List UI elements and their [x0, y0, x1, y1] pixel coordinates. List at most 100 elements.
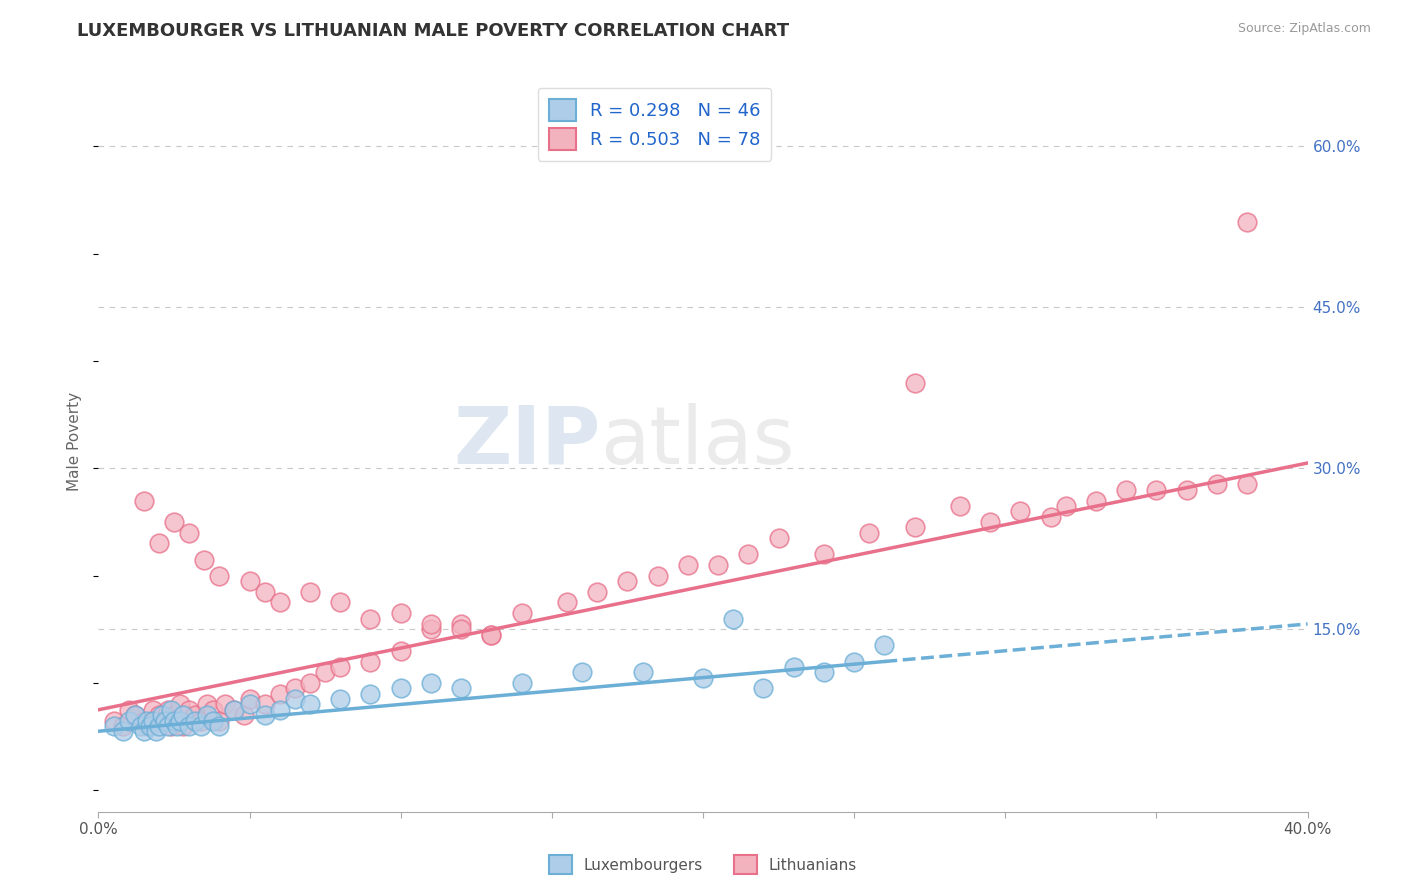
Point [103, 719, 125, 733]
Point [132, 724, 155, 739]
Point [169, 698, 191, 712]
Legend: Luxembourgers, Lithuanians: Luxembourgers, Lithuanians [543, 849, 863, 880]
Point [1236, 477, 1258, 491]
Point [148, 708, 170, 723]
Point [163, 515, 186, 529]
Point [166, 719, 188, 733]
Point [783, 660, 806, 674]
Point [253, 698, 276, 712]
Point [510, 606, 533, 620]
Point [510, 676, 533, 690]
Point [723, 611, 745, 625]
Point [148, 719, 170, 733]
Point [329, 595, 352, 609]
Point [571, 665, 593, 680]
Point [135, 714, 157, 728]
Point [1175, 483, 1198, 497]
Point [202, 714, 225, 728]
Point [145, 724, 167, 739]
Point [163, 714, 186, 728]
Point [329, 660, 352, 674]
Point [1236, 214, 1258, 228]
Point [1144, 483, 1167, 497]
Point [450, 616, 472, 631]
Point [145, 714, 167, 728]
Point [239, 692, 262, 706]
Point [172, 708, 194, 723]
Point [124, 708, 146, 723]
Point [904, 376, 927, 390]
Point [269, 595, 291, 609]
Point [420, 616, 443, 631]
Point [284, 681, 307, 696]
Point [360, 611, 382, 625]
Y-axis label: Male Poverty: Male Poverty [67, 392, 83, 491]
Point [647, 568, 669, 582]
Point [768, 531, 790, 545]
Point [1054, 499, 1077, 513]
Point [707, 558, 730, 572]
Point [450, 681, 472, 696]
Point [253, 584, 276, 599]
Point [360, 687, 382, 701]
Point [195, 698, 218, 712]
Point [360, 655, 382, 669]
Point [208, 719, 231, 733]
Point [103, 714, 125, 728]
Point [153, 714, 176, 728]
Point [208, 568, 231, 582]
Point [163, 708, 186, 723]
Point [299, 698, 322, 712]
Point [1206, 477, 1229, 491]
Point [190, 714, 212, 728]
Point [193, 552, 215, 566]
Point [269, 703, 291, 717]
Point [232, 708, 254, 723]
Text: Source: ZipAtlas.com: Source: ZipAtlas.com [1237, 22, 1371, 36]
Point [450, 623, 472, 637]
Point [420, 623, 443, 637]
Point [148, 536, 170, 550]
Point [118, 703, 141, 717]
Point [156, 703, 179, 717]
Point [813, 665, 835, 680]
Point [124, 708, 146, 723]
Point [166, 714, 188, 728]
Point [631, 665, 654, 680]
Point [239, 698, 262, 712]
Point [179, 719, 201, 733]
Point [299, 676, 322, 690]
Text: LUXEMBOURGER VS LITHUANIAN MALE POVERTY CORRELATION CHART: LUXEMBOURGER VS LITHUANIAN MALE POVERTY … [77, 22, 789, 40]
Point [139, 719, 162, 733]
Point [142, 714, 165, 728]
Point [1039, 509, 1062, 524]
Point [142, 703, 165, 717]
Point [129, 719, 152, 733]
Point [844, 655, 866, 669]
Point [858, 525, 880, 540]
Point [676, 558, 699, 572]
Point [239, 574, 262, 588]
Point [195, 708, 218, 723]
Point [214, 698, 236, 712]
Point [224, 703, 246, 717]
Point [156, 719, 179, 733]
Point [329, 692, 352, 706]
Point [190, 719, 212, 733]
Point [118, 714, 141, 728]
Point [184, 708, 207, 723]
Point [1085, 493, 1108, 508]
Point [314, 665, 336, 680]
Point [481, 628, 503, 642]
Point [555, 595, 578, 609]
Point [253, 708, 276, 723]
Point [616, 574, 638, 588]
Point [160, 719, 183, 733]
Point [586, 584, 609, 599]
Point [692, 671, 714, 685]
Point [160, 703, 183, 717]
Point [1010, 504, 1032, 518]
Point [153, 714, 176, 728]
Point [184, 714, 207, 728]
Point [813, 547, 835, 561]
